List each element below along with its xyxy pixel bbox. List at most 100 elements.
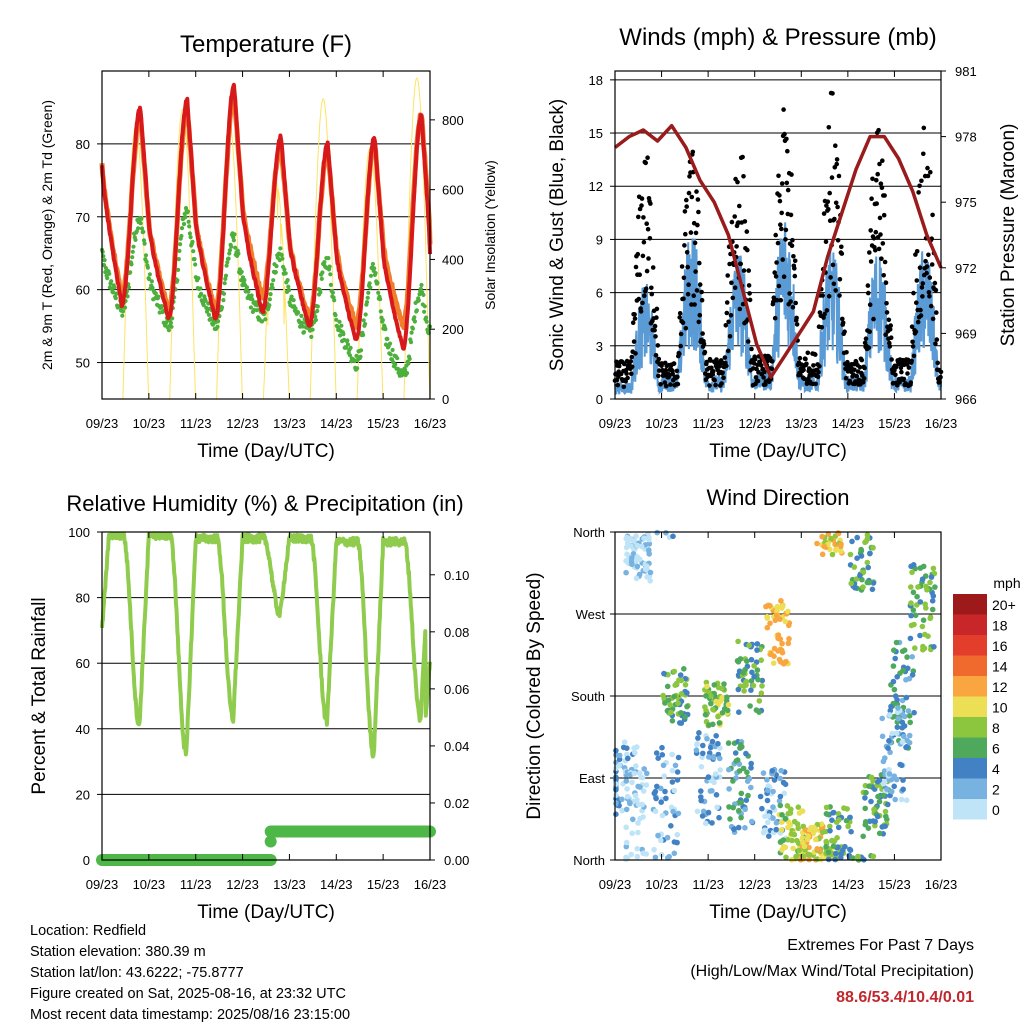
gust-point <box>887 318 892 323</box>
dewpoint-point <box>368 281 372 285</box>
direction-point <box>715 714 721 720</box>
dewpoint-point <box>388 342 392 346</box>
gust-point <box>803 357 808 362</box>
dewpoint-point <box>280 253 284 257</box>
direction-point <box>907 733 913 739</box>
direction-point <box>904 695 910 701</box>
dewpoint-point <box>133 238 137 242</box>
direction-point <box>870 545 876 551</box>
gust-point <box>664 384 669 389</box>
dewpoint-point <box>417 298 421 302</box>
dewpoint-point <box>193 262 197 266</box>
gust-point <box>702 342 707 347</box>
gust-point <box>653 334 658 339</box>
gust-point <box>813 352 818 357</box>
direction-point <box>927 580 933 586</box>
gust-point <box>816 375 821 380</box>
direction-point <box>613 748 619 754</box>
dewpoint-point <box>220 305 224 309</box>
gust-point <box>782 132 787 137</box>
gust-point <box>733 285 738 290</box>
direction-point <box>904 797 910 803</box>
direction-point <box>676 811 682 817</box>
gust-point <box>935 361 940 366</box>
dewpoint-point <box>139 221 143 225</box>
gust-point <box>882 193 887 198</box>
gust-point <box>915 249 920 254</box>
dewpoint-point <box>280 257 284 261</box>
y-axis-label: Direction (Colored By Speed) <box>524 572 545 819</box>
gust-point <box>639 203 644 208</box>
gust-point <box>774 274 779 279</box>
gust-point <box>653 324 658 329</box>
direction-point <box>625 794 631 800</box>
dewpoint-point <box>405 371 409 375</box>
x-tick-label: 09/23 <box>599 877 632 892</box>
gust-point <box>690 195 695 200</box>
direction-point <box>713 733 719 739</box>
direction-point <box>900 739 906 745</box>
gust-point <box>737 204 742 209</box>
dewpoint-point <box>362 318 366 322</box>
gust-point <box>827 125 832 130</box>
dewpoint-point <box>425 320 429 324</box>
direction-point <box>665 684 671 690</box>
direction-point <box>863 790 869 796</box>
dewpoint-point <box>263 317 267 321</box>
gust-point <box>648 201 653 206</box>
gust-point <box>832 282 837 287</box>
direction-point <box>720 710 726 716</box>
direction-point <box>774 820 780 826</box>
gust-point <box>861 380 866 385</box>
precip-point <box>265 835 277 847</box>
direction-point <box>909 654 915 660</box>
gust-point <box>877 247 882 252</box>
gust-point <box>729 281 734 286</box>
dewpoint-point <box>223 281 227 285</box>
gust-point <box>911 291 916 296</box>
direction-point <box>890 731 896 737</box>
gust-point <box>683 209 688 214</box>
direction-point <box>641 536 647 542</box>
dewpoint-point <box>271 278 275 282</box>
gust-point <box>656 343 661 348</box>
direction-point <box>912 645 918 651</box>
gust-point <box>794 316 799 321</box>
dewpoint-point <box>145 260 149 264</box>
gust-point <box>914 300 919 305</box>
direction-point <box>751 663 757 669</box>
direction-point <box>619 797 625 803</box>
direction-point <box>877 831 883 837</box>
direction-point <box>716 815 722 821</box>
gust-point <box>909 359 914 364</box>
direction-point <box>640 851 646 857</box>
direction-point <box>710 739 716 745</box>
direction-point <box>647 578 653 584</box>
gust-point <box>726 349 731 354</box>
direction-point <box>848 552 854 558</box>
dewpoint-point <box>131 245 135 249</box>
direction-point <box>781 837 787 843</box>
direction-point <box>870 587 876 593</box>
chart-title-humidity: Relative Humidity (%) & Precipitation (i… <box>66 491 463 516</box>
direction-point <box>895 724 901 730</box>
dewpoint-point <box>302 330 306 334</box>
direction-point <box>907 720 913 726</box>
gust-point <box>742 268 747 273</box>
direction-point <box>920 624 926 630</box>
direction-point <box>786 641 792 647</box>
direction-point <box>646 535 652 541</box>
gust-point <box>748 298 753 303</box>
direction-point <box>749 819 755 825</box>
dewpoint-point <box>242 278 246 282</box>
direction-point <box>710 722 716 728</box>
y-tick-label: North <box>573 525 605 540</box>
direction-point <box>773 618 779 624</box>
dewpoint-point <box>141 230 145 234</box>
direction-point <box>674 840 680 846</box>
gust-point <box>675 369 680 374</box>
direction-point <box>775 604 781 610</box>
y2-axis-label: Solar Insolation (Yellow) <box>482 160 498 310</box>
gust-point <box>634 265 639 270</box>
direction-point <box>765 615 771 621</box>
